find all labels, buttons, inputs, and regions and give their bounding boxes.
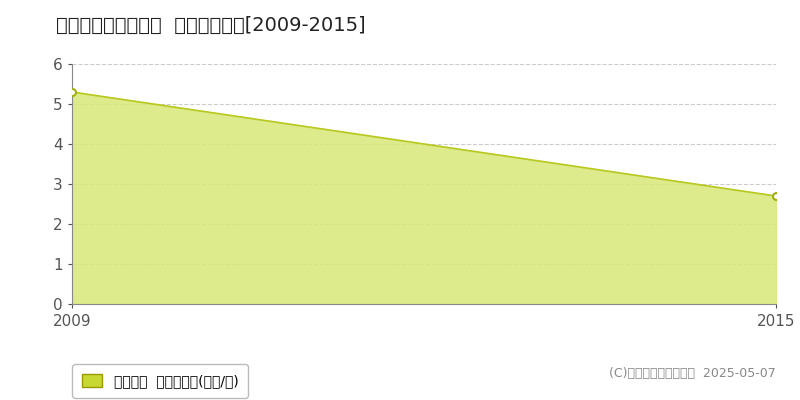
Text: 中新川郡上市町幸町  土地価格推移[2009-2015]: 中新川郡上市町幸町 土地価格推移[2009-2015]: [56, 16, 366, 35]
Text: (C)土地価格ドットコム  2025-05-07: (C)土地価格ドットコム 2025-05-07: [610, 367, 776, 380]
Legend: 土地価格  平均坪単価(万円/坪): 土地価格 平均坪単価(万円/坪): [72, 364, 248, 398]
